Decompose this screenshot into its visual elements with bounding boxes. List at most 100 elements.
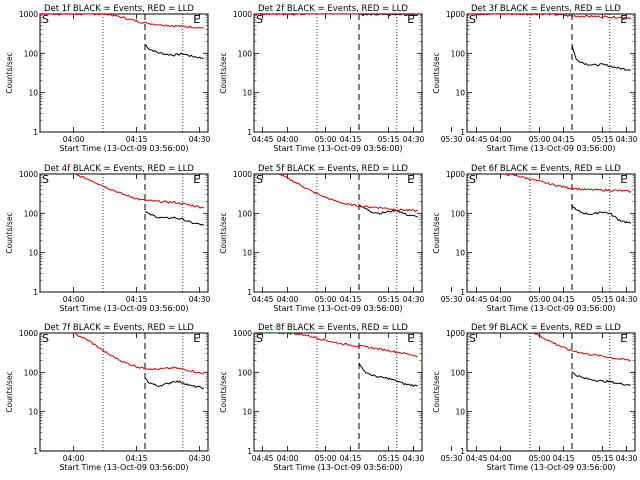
x-tick-label: 04:30 [616,135,638,144]
x-tick-label: 04:00 [63,135,85,144]
x-tick-label: 05:30 [441,135,463,144]
x-tick-label: 04:15 [340,454,362,463]
chart-title: Det 2f BLACK = Events, RED = LLD [258,4,408,14]
plot-frame [253,13,423,133]
marker-e: E [407,332,414,345]
y-axis-label: Counts/sec [432,52,441,93]
chart-panel-6: Det 6f BLACK = Events, RED = LLD 1 10 100 10… [432,164,638,313]
plot-frame [39,332,209,452]
x-tick-label: 04:00 [277,135,299,144]
y-tick-label: 1 [33,128,38,137]
y-tick-label: 10 [242,89,252,98]
x-axis-label: Start Time (13-Oct-09 03:56:00) [59,304,188,313]
chart-panel-3: Det 3f BLACK = Events, RED = LLD 1 10 100 10… [432,4,638,153]
y-tick-label: 1 [33,288,38,297]
y-tick-label: 1000 [19,329,38,338]
x-tick-label: 04:30 [189,295,211,304]
chart-title: Det 3f BLACK = Events, RED = LLD [471,4,621,14]
x-tick-label: 04:00 [63,295,85,304]
x-tick-label: 04:30 [189,454,211,463]
x-axis-label: Start Time (13-Oct-09 03:56:00) [59,144,188,153]
marker-s: S [256,13,263,26]
plot-frame [466,173,636,293]
x-tick-label: 04:45 [252,454,274,463]
x-tick-label: 04:30 [403,454,425,463]
x-tick-label: 04:15 [126,295,148,304]
y-tick-label: 100 [451,209,466,218]
series-line-lld [40,14,204,29]
series-line-events [571,371,631,386]
plot-frame [253,332,423,452]
x-tick-label: 04:45 [466,454,488,463]
y-tick-label: 10 [455,249,465,258]
chart-panel-1: Det 1f BLACK = Events, RED = LLD11010010… [5,4,463,153]
chart-title: Det 1f BLACK = Events, RED = LLD [44,4,194,14]
chart-title: Det 4f BLACK = Events, RED = LLD [44,164,194,174]
y-axis-label: Counts/sec [432,212,441,253]
series-line-events [571,204,632,224]
y-axis-label: Counts/sec [5,212,14,253]
y-tick-label: 1000 [446,10,465,19]
marker-s: S [469,332,476,345]
chart-title: Det 9f BLACK = Events, RED = LLD [471,323,621,333]
marker-s: S [256,173,263,186]
y-axis-label: Counts/sec [219,52,228,93]
y-tick-label: 1000 [233,10,252,19]
y-axis-label: Counts/sec [432,371,441,412]
x-tick-label: 05:00 [315,454,337,463]
series-line-lld [533,333,631,362]
chart-panel-2: Det 2f BLACK = Events, RED = LLD 1 10 100 10… [219,4,614,153]
x-tick-label: 04:30 [616,295,638,304]
y-tick-label: 100 [24,49,39,58]
chart-title: Det 8f BLACK = Events, RED = LLD [258,323,408,333]
x-tick-label: 04:15 [340,295,362,304]
x-tick-label: 04:30 [403,135,425,144]
x-tick-label: 04:00 [277,454,299,463]
series-line-events [358,205,419,218]
x-tick-label: 04:00 [490,295,512,304]
x-tick-label: 04:45 [252,295,274,304]
y-tick-label: 1000 [19,10,38,19]
marker-e: E [193,173,200,186]
x-axis-label: Start Time (13-Oct-09 03:56:00) [486,304,615,313]
marker-e: E [193,13,200,26]
x-tick-label: 05:00 [315,295,337,304]
x-tick-label: 04:45 [466,295,488,304]
x-axis-label: Start Time (13-Oct-09 03:56:00) [486,463,615,472]
x-tick-label: 05:00 [315,135,337,144]
plot-frame [253,173,423,293]
y-tick-label: 1000 [233,170,252,179]
plot-frame [466,332,636,452]
y-tick-label: 1 [33,447,38,456]
x-tick-label: 04:45 [252,135,274,144]
y-tick-label: 1 [460,447,465,456]
y-tick-label: 10 [28,249,38,258]
series-line-events [144,211,205,226]
marker-s: S [256,332,263,345]
y-tick-label: 1000 [446,170,465,179]
x-axis-label: Start Time (13-Oct-09 03:56:00) [59,463,188,472]
y-tick-label: 100 [238,368,253,377]
marker-s: S [42,173,49,186]
x-tick-label: 05:15 [378,454,400,463]
y-tick-label: 100 [451,49,466,58]
x-tick-label: 04:30 [616,454,638,463]
y-tick-label: 1000 [19,170,38,179]
x-tick-label: 05:00 [529,295,551,304]
chart-title: Det 7f BLACK = Events, RED = LLD [44,323,194,333]
y-tick-label: 100 [24,209,39,218]
y-tick-label: 10 [28,89,38,98]
marker-s: S [42,332,49,345]
y-tick-label: 10 [242,408,252,417]
y-tick-label: 1 [460,128,465,137]
series-line-events [358,362,419,388]
x-axis-label: Start Time (13-Oct-09 03:56:00) [273,144,402,153]
y-axis-label: Counts/sec [219,212,228,253]
y-tick-label: 10 [28,408,38,417]
y-tick-label: 100 [451,368,466,377]
y-tick-label: 1000 [233,329,252,338]
x-tick-label: 04:15 [553,454,575,463]
plot-frame [39,173,209,293]
x-tick-label: 04:00 [277,295,299,304]
